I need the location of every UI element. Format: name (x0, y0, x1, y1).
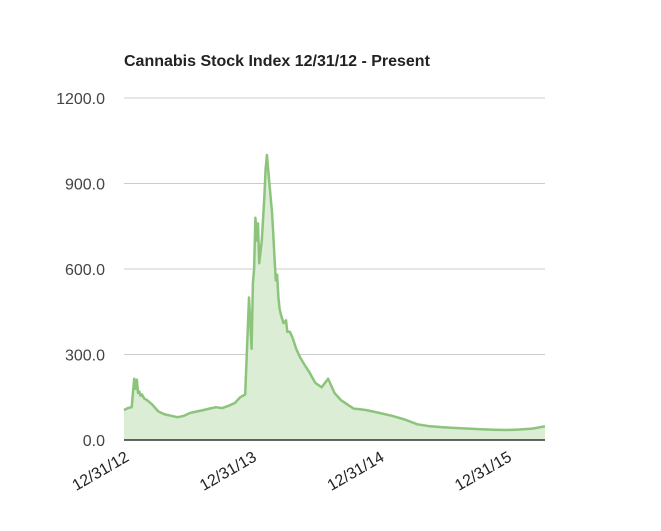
x-tick-label: 12/31/14 (325, 449, 388, 495)
y-tick-label: 1200.0 (56, 91, 105, 108)
x-tick-label: 12/31/15 (452, 449, 515, 495)
x-axis-ticks: 12/31/12 12/31/13 12/31/14 12/31/15 (70, 449, 515, 495)
index-area (124, 155, 545, 440)
y-tick-label: 300.0 (65, 348, 105, 365)
x-tick-label: 12/31/12 (70, 449, 133, 495)
chart-title: Cannabis Stock Index 12/31/12 - Present (124, 53, 431, 70)
y-tick-label: 0.0 (83, 433, 105, 450)
x-tick-label: 12/31/13 (197, 449, 260, 495)
gridlines (124, 97, 545, 355)
y-tick-label: 600.0 (65, 262, 105, 279)
y-tick-label: 900.0 (65, 177, 105, 194)
index-line (123, 153, 546, 432)
y-axis-ticks: 0.0 300.0 600.0 900.0 1200.0 (56, 91, 105, 450)
